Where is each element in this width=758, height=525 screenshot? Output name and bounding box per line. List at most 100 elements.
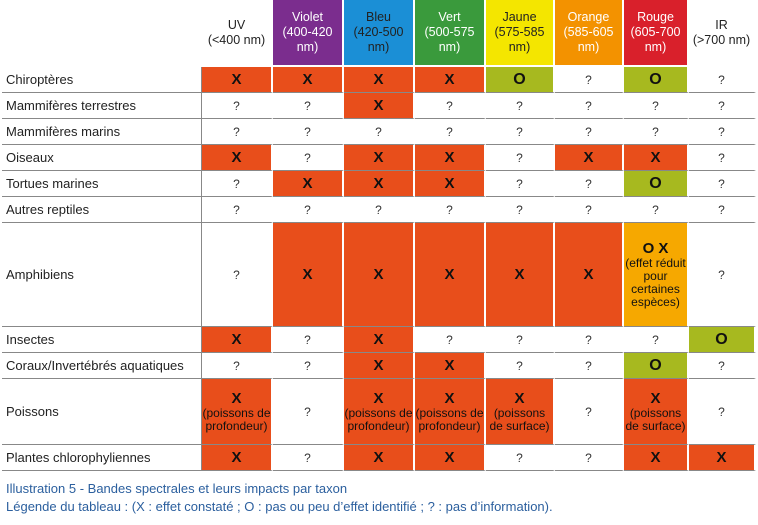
impact-cell: ?: [624, 119, 689, 145]
impact-cell: ?: [273, 379, 344, 445]
impact-cell: ?: [273, 445, 344, 471]
impact-cell: ?: [555, 445, 624, 471]
header-band-name: Vert: [438, 10, 461, 24]
no-effect-mark: O: [513, 70, 526, 88]
no-information-mark: ?: [304, 124, 311, 139]
spectral-impact-table-container: UV (<400 nm) Violet (400-420 nm) Bleu (420-50…: [2, 0, 756, 471]
impact-cell: ?: [202, 197, 273, 223]
impact-cell: ?: [555, 379, 624, 445]
taxon-label: Amphibiens: [2, 223, 202, 327]
taxon-label: Mammifères terrestres: [2, 93, 202, 119]
header-corner: [2, 0, 202, 67]
table-row: Poissons X (poissons de profondeur)? X (pois…: [2, 379, 756, 445]
impact-cell: X: [415, 171, 486, 197]
header-band-range: (605-700 nm): [630, 25, 681, 54]
no-information-mark: ?: [304, 404, 311, 419]
impact-cell: ?: [273, 327, 344, 353]
impact-cell: ?: [555, 353, 624, 379]
impact-cell: ?: [555, 197, 624, 223]
impact-cell: X: [344, 67, 415, 93]
no-information-mark: ?: [585, 404, 592, 419]
effect-observed-mark: X: [444, 390, 455, 407]
impact-cell: ?: [689, 223, 756, 327]
taxon-label: Tortues marines: [2, 171, 202, 197]
no-information-mark: ?: [233, 202, 240, 217]
header-band-name: Bleu: [365, 10, 392, 24]
table-row: Plantes chlorophyliennes X? X X?? X X: [2, 445, 756, 471]
impact-cell: ?: [555, 171, 624, 197]
effect-observed-mark: X: [373, 175, 384, 192]
impact-cell: O: [624, 353, 689, 379]
table-row: Mammifères terrestres?? X?????: [2, 93, 756, 119]
no-information-mark: ?: [585, 450, 592, 465]
taxon-label: Insectes: [2, 327, 202, 353]
effect-observed-mark: X: [231, 149, 242, 166]
no-information-mark: ?: [304, 98, 311, 113]
impact-cell: ?: [624, 93, 689, 119]
header-bleu: Bleu (420-500 nm): [344, 0, 415, 67]
effect-observed-mark: O X: [642, 240, 669, 257]
header-violet: Violet (400-420 nm): [273, 0, 344, 67]
effect-observed-mark: X: [302, 266, 313, 283]
no-information-mark: ?: [718, 176, 725, 191]
effect-observed-mark: X: [583, 149, 594, 166]
impact-cell: ?: [202, 353, 273, 379]
table-row: Amphibiens? X X X X X O X (effet réduit pour ce…: [2, 223, 756, 327]
impact-cell: ?: [202, 119, 273, 145]
impact-cell: ?: [689, 171, 756, 197]
effect-observed-mark: X: [231, 331, 242, 348]
no-information-mark: ?: [718, 358, 725, 373]
taxon-label: Plantes chlorophyliennes: [2, 445, 202, 471]
effect-observed-mark: X: [583, 266, 594, 283]
impact-cell: X: [415, 223, 486, 327]
header-vert: Vert (500-575 nm): [415, 0, 486, 67]
impact-cell: ?: [689, 353, 756, 379]
no-information-mark: ?: [233, 98, 240, 113]
caption-legend: Légende du tableau : (X : effet constaté…: [6, 499, 553, 514]
no-effect-mark: O: [649, 70, 662, 88]
impact-cell: ?: [273, 119, 344, 145]
no-information-mark: ?: [718, 267, 725, 282]
no-information-mark: ?: [585, 358, 592, 373]
impact-cell: ?: [486, 445, 555, 471]
impact-cell: O: [689, 327, 756, 353]
cell-note: (effet réduit pour certaines espèces): [625, 256, 686, 309]
no-information-mark: ?: [304, 202, 311, 217]
no-information-mark: ?: [446, 124, 453, 139]
no-information-mark: ?: [304, 450, 311, 465]
no-information-mark: ?: [375, 124, 382, 139]
header-uv: UV (<400 nm): [202, 0, 273, 67]
cell-note: (poissons de profondeur): [344, 406, 413, 433]
impact-cell: X: [344, 353, 415, 379]
impact-cell: X: [344, 93, 415, 119]
impact-cell: ?: [624, 197, 689, 223]
no-information-mark: ?: [233, 358, 240, 373]
no-information-mark: ?: [718, 124, 725, 139]
impact-cell: ?: [344, 197, 415, 223]
header-orange: Orange (585-605 nm): [555, 0, 624, 67]
impact-cell: ?: [273, 353, 344, 379]
spectral-impact-table: UV (<400 nm) Violet (400-420 nm) Bleu (420-50…: [2, 0, 756, 471]
table-body: Chiroptères X X X X O? O? Mammifères terrestres…: [2, 67, 756, 471]
no-information-mark: ?: [516, 358, 523, 373]
no-information-mark: ?: [516, 98, 523, 113]
no-information-mark: ?: [585, 98, 592, 113]
table-row: Tortues marines? X X X?? O?: [2, 171, 756, 197]
no-information-mark: ?: [585, 124, 592, 139]
taxon-label: Poissons: [2, 379, 202, 445]
impact-cell: X (poissons de surface): [486, 379, 555, 445]
table-row: Coraux/Invertébrés aquatiques?? X X?? O?: [2, 353, 756, 379]
effect-observed-mark: X: [514, 390, 525, 407]
no-information-mark: ?: [516, 332, 523, 347]
no-information-mark: ?: [233, 267, 240, 282]
impact-cell: O X (effet réduit pour certaines espèces): [624, 223, 689, 327]
effect-observed-mark: X: [444, 71, 455, 88]
effect-observed-mark: X: [373, 390, 384, 407]
impact-cell: ?: [415, 327, 486, 353]
impact-cell: X: [555, 145, 624, 171]
impact-cell: X: [202, 445, 273, 471]
impact-cell: X: [273, 171, 344, 197]
impact-cell: X: [415, 145, 486, 171]
impact-cell: X: [344, 327, 415, 353]
impact-cell: X: [689, 445, 756, 471]
